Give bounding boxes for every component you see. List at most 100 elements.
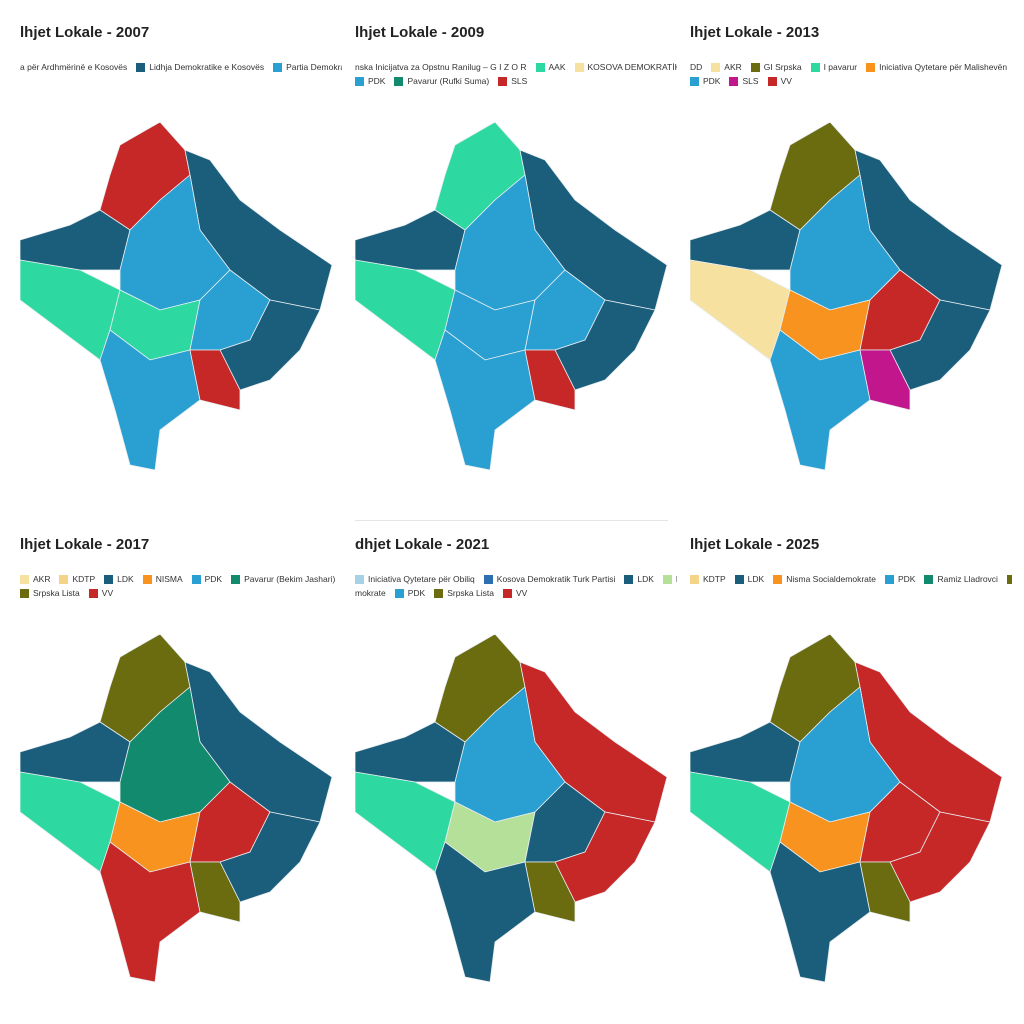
legend-swatch	[624, 574, 634, 584]
legend-swatch	[355, 76, 364, 86]
legend-label: VV	[780, 76, 792, 86]
legend-item: PDK	[191, 574, 223, 584]
legend-item: Partia Demokratike e Kos	[273, 62, 342, 72]
legend-swatch	[394, 588, 404, 598]
legend-swatch	[104, 574, 114, 584]
municipality	[20, 721, 131, 783]
municipality	[889, 811, 991, 903]
legend-label: Partia Demokratike e Kos	[286, 62, 342, 72]
legend-swatch	[20, 574, 29, 584]
legend-swatch	[810, 62, 820, 72]
legend-label: Nisma	[676, 574, 677, 584]
municipality	[769, 329, 871, 471]
municipality	[219, 299, 321, 391]
legend-swatch	[191, 574, 201, 584]
map-panel: lhjet Lokale - 2025 KDTP LDK Nisma Socialde…	[690, 512, 1012, 1012]
legend-item: Nisma Socialdemokrate	[773, 574, 876, 584]
panel-title: dhjet Lokale - 2021	[355, 536, 490, 553]
legend-label: I pavarur	[823, 62, 858, 72]
municipality	[20, 209, 131, 271]
legend-item: LDK	[734, 574, 764, 584]
municipality	[99, 329, 201, 471]
legend-item: VV	[767, 76, 792, 86]
legend-swatch	[483, 574, 493, 584]
panel-title: lhjet Lokale - 2025	[690, 536, 820, 553]
legend-row: Iniciativa Qytetare për Obiliq Kosova Dem…	[355, 574, 677, 584]
legend-label: Iniciativa Qytetare për Obiliq	[368, 574, 475, 584]
legend-item: PDK	[394, 588, 426, 598]
legend-item: LDK	[104, 574, 134, 584]
municipality	[434, 841, 536, 983]
legend-label: PDK	[407, 588, 426, 598]
map-panel: lhjet Lokale - 2013 DD AKR GI Srpska I pavar…	[690, 0, 1012, 500]
legend-item: a për Ardhmërinë e Kosovës	[20, 62, 127, 72]
legend-label: GI Srpska	[763, 62, 802, 72]
legend-label: nska Inicijatva za Opstnu Ranilug – G I …	[355, 62, 527, 72]
municipality	[355, 721, 466, 783]
legend-row: PDK Pavarur (Rufki Suma) SLS	[355, 76, 527, 86]
legend-swatch	[690, 76, 699, 86]
municipality	[769, 841, 871, 983]
legend-swatch	[884, 574, 894, 584]
legend-label: mokrate	[355, 588, 386, 598]
legend-label: PDK	[703, 76, 721, 86]
legend-item: KOSOVA DEMOKRATİK TÜRK P.	[574, 62, 677, 72]
legend-item: VV	[88, 588, 113, 598]
legend-row: nska Inicijatva za Opstnu Ranilug – G I …	[355, 62, 677, 72]
legend-row: DD AKR GI Srpska I pavarur Iniciativa Qyteta…	[690, 62, 1012, 72]
legend-item: SLS	[498, 76, 527, 86]
legend-item: Iniciativa Qytetare për Obiliq	[355, 574, 475, 584]
legend-swatch	[734, 574, 744, 584]
map	[690, 633, 1003, 983]
legend-swatch	[498, 76, 508, 86]
legend-item: PDK	[690, 76, 720, 86]
legend-label: Srpska Lista	[33, 588, 80, 598]
legend-item: VV	[502, 588, 528, 598]
legend-label: Pavarur (Rufki Suma)	[407, 76, 490, 86]
legend-row: PDK SLS VV	[690, 76, 792, 86]
legend-item: Lidhja Demokratike e Kosovës	[136, 62, 264, 72]
legend-label: VV	[515, 588, 528, 598]
map	[355, 633, 668, 983]
legend-swatch	[750, 62, 760, 72]
legend-swatch	[20, 588, 29, 598]
municipality	[434, 329, 536, 471]
legend-item: Nisma	[662, 574, 677, 584]
legend-swatch	[231, 574, 241, 584]
legend-label: KOSOVA DEMOKRATİK TÜRK P.	[587, 62, 677, 72]
municipality	[554, 811, 656, 903]
legend-swatch	[711, 62, 721, 72]
legend-item: KDTP	[59, 574, 95, 584]
legend-label: PDK	[204, 574, 223, 584]
legend-swatch	[574, 62, 584, 72]
legend-label: DD	[690, 62, 703, 72]
legend-swatch	[767, 76, 777, 86]
legend-item: PDK	[884, 574, 915, 584]
municipality	[355, 209, 466, 271]
map-panel: lhjet Lokale - 2009 nska Inicijatva za Op…	[355, 0, 677, 500]
map	[20, 121, 333, 471]
legend-label: SLS	[511, 76, 528, 86]
legend-label: SLS	[742, 76, 759, 86]
legend-swatch	[502, 588, 512, 598]
legend-item: GI Srpska	[750, 62, 802, 72]
legend-item: AAK	[535, 62, 566, 72]
separator	[355, 520, 668, 521]
legend-item: I pavarur	[810, 62, 858, 72]
legend-label: Pavarur (Bekim Jashari)	[244, 574, 336, 584]
legend-row: KDTP LDK Nisma Socialdemokrate PDK Ramiz Lla…	[690, 574, 1012, 584]
municipality	[99, 841, 201, 983]
legend-label: Ramiz Lladrovci	[937, 574, 998, 584]
legend-item: mokrate	[355, 588, 386, 598]
map	[20, 633, 333, 983]
legend-swatch	[866, 62, 876, 72]
legend-swatch	[690, 574, 699, 584]
map-panel: lhjet Lokale - 2017 AKR KDTP LDK NISMA PDK Pav…	[20, 512, 342, 1012]
municipality	[524, 861, 576, 923]
municipality	[524, 349, 576, 411]
legend-row: a për Ardhmërinë e Kosovës Lidhja Demokra…	[20, 62, 342, 72]
legend-swatch	[394, 76, 404, 86]
municipality	[859, 861, 911, 923]
legend-label: Srpska Lista	[447, 588, 494, 598]
